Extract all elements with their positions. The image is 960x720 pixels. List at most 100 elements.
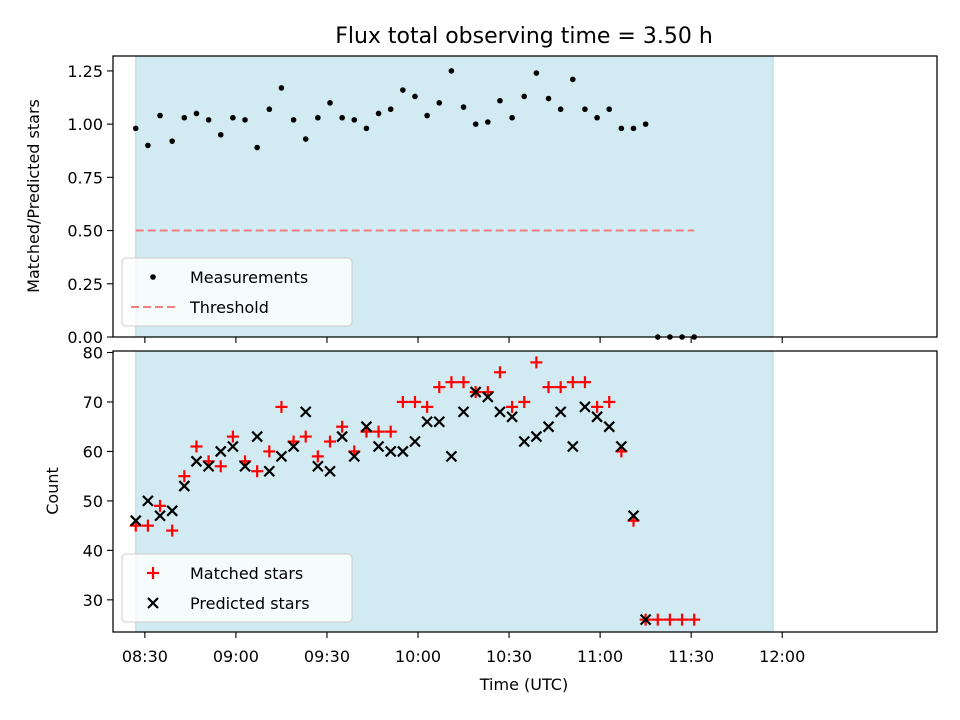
predicted-x-b [384,445,397,458]
matched-star-point [603,395,616,408]
predicted-x-b [239,460,251,473]
predicted-star-point [579,401,591,413]
matched-star-point [154,499,167,512]
x-tick-label: 11:30 [668,647,714,666]
predicted-star-point [251,430,263,443]
predicted-star-point [421,415,433,428]
predicted-x-b [554,406,567,418]
legend-marker-measurements [150,274,156,280]
matched-star-point [263,445,276,458]
legend-label-threshold: Threshold [189,298,269,317]
predicted-x-b [287,440,300,453]
predicted-star-point [530,430,543,443]
predicted-star-point [372,440,385,453]
measurement-point [339,114,345,121]
measurement-point [582,106,588,113]
x-tick-label: 12:00 [759,647,805,666]
predicted-x-b [542,420,555,433]
predicted-x-b [166,505,178,517]
predicted-x-b [360,420,373,433]
top-legend: Measurements Threshold [121,257,353,327]
predicted-x-b [518,435,531,448]
matched-star-point [433,381,446,394]
predicted-star-point [324,465,336,477]
predicted-star-point [287,440,300,453]
predicted-x-b [421,415,433,428]
matched-star-point [190,440,203,453]
measurement-point [132,125,139,132]
predicted-star-point [615,440,628,453]
predicted-x-b [615,440,628,453]
predicted-x-b [494,406,506,418]
x-tick-label: 11:00 [577,647,623,666]
predicted-x-b [178,480,191,492]
predicted-x-b [639,613,652,626]
predicted-star-point [129,514,142,527]
y-tick-label: 50 [83,492,103,511]
measurement-point [497,97,503,104]
measurement-point [509,114,515,121]
predicted-x-b [567,440,579,453]
matched-star-point [299,430,312,443]
y-tick-label: 0.75 [67,168,103,187]
predicted-x-b [227,440,239,453]
legend-label-matched: Matched stars [190,564,303,583]
matched-star-point [178,470,191,483]
predicted-star-point [263,465,276,477]
predicted-x-b [251,430,263,443]
top-y-axis-label: Matched/Predicted stars [24,99,43,293]
matched-star-point [141,519,154,532]
measurement-point [545,95,552,102]
predicted-star-point [567,440,579,453]
matched-star-point [421,400,434,413]
predicted-star-point [482,391,494,403]
measurement-point [266,106,273,113]
measurement-point [327,100,333,106]
predicted-x-b [433,415,446,428]
predicted-star-point [178,480,191,492]
measurement-point [642,121,649,127]
y-tick-label: 1.25 [67,62,103,81]
predicted-star-point [591,411,603,423]
measurement-point [400,87,406,93]
x-axis-label: Time (UTC) [479,675,568,694]
measurement-point [424,112,430,119]
y-tick-label: 0.25 [67,275,103,294]
predicted-star-point [227,440,239,453]
predicted-x-b [372,440,385,453]
measurement-point [460,104,467,110]
y-tick-label: 80 [83,343,103,362]
legend-marker-predicted [147,597,159,609]
predicted-star-point [542,420,555,433]
measurement-point [618,125,625,132]
x-tick-label: 09:00 [213,647,259,666]
predicted-x-b [324,465,336,477]
predicted-star-point [554,406,567,418]
predicted-star-point [166,505,178,517]
y-tick-label: 70 [83,393,103,412]
matched-star-point [578,376,591,389]
bottom-legend-box [121,553,353,623]
predicted-x-b [142,495,154,507]
predicted-x-b [299,406,312,418]
predicted-star-point [190,455,203,468]
x-tick-label: 08:30 [122,647,168,666]
measurement-point [387,106,394,113]
predicted-star-point [142,495,154,507]
measurement-point [169,138,175,144]
matched-star-point [457,376,470,389]
measurement-point [181,114,188,121]
predicted-x-b [409,435,421,448]
predicted-x-b [190,455,203,468]
measurement-point [242,117,248,123]
matched-star-point [688,613,701,626]
measurement-point [594,114,600,121]
y-tick-label: 60 [83,442,103,461]
measurement-point [205,117,212,123]
measurement-point [448,68,455,74]
predicted-x-b [591,411,603,423]
matched-star-point [676,613,689,626]
predicted-x-b [603,420,615,433]
measurement-point [436,100,443,106]
predicted-x-b [457,406,470,418]
